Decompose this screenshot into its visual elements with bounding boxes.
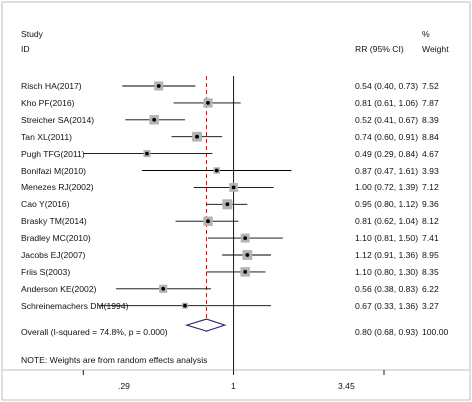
study-weight: 7.12 xyxy=(422,182,439,193)
study-ci: 1.10 (0.80, 1.30) xyxy=(355,266,419,277)
study-label: Jacobs EJ(2007) xyxy=(21,250,86,260)
header-id: ID xyxy=(21,44,30,54)
study-ci: 0.56 (0.38, 0.83) xyxy=(355,283,419,294)
study-weight: 3.27 xyxy=(422,300,439,311)
study-label: Schreinemachers DM(1994) xyxy=(21,300,129,311)
point-estimate xyxy=(214,168,219,173)
study-label: Streicher SA(2014) xyxy=(21,114,95,125)
study-weight: 4.67 xyxy=(422,148,439,159)
note-text: NOTE: Weights are from random effects an… xyxy=(21,355,208,365)
study-weight: 9.36 xyxy=(422,199,439,210)
study-label: Risch HA(2017) xyxy=(21,81,82,91)
study-weight: 7.41 xyxy=(422,233,439,244)
x-tick-label: 3.45 xyxy=(338,381,355,391)
point-estimate xyxy=(183,303,187,308)
study-weight: 8.95 xyxy=(422,250,439,260)
study-weight: 8.35 xyxy=(422,266,439,277)
study-ci: 0.74 (0.60, 0.91) xyxy=(355,131,419,142)
study-weight: 3.93 xyxy=(422,165,439,176)
x-tick-label: 1 xyxy=(231,381,236,391)
overall-weight: 100.00 xyxy=(422,327,449,337)
study-ci: 0.52 (0.41, 0.67) xyxy=(355,114,419,125)
study-ci: 1.10 (0.81, 1.50) xyxy=(355,233,419,244)
study-ci: 0.81 (0.62, 1.04) xyxy=(355,216,419,227)
study-weight: 6.22 xyxy=(422,283,439,294)
point-estimate xyxy=(161,286,166,291)
study-ci: 0.87 (0.47, 1.61) xyxy=(355,165,419,176)
header-rr: RR (95% CI) xyxy=(355,44,404,54)
study-label: Anderson KE(2002) xyxy=(21,283,97,294)
study-weight: 7.52 xyxy=(422,81,439,91)
study-label: Bradley MC(2010) xyxy=(21,233,91,244)
point-estimate xyxy=(206,219,210,224)
study-label: Tan XL(2011) xyxy=(21,131,72,142)
header-study: Study xyxy=(21,29,43,39)
study-ci: 0.67 (0.33, 1.36) xyxy=(355,300,419,311)
study-label: Menezes RJ(2002) xyxy=(21,182,94,193)
header-percent: % xyxy=(422,29,430,39)
study-ci: 0.81 (0.61, 1.06) xyxy=(355,97,419,108)
point-estimate xyxy=(145,151,149,156)
point-estimate xyxy=(243,270,248,274)
overall-ci: 0.80 (0.68, 0.93) xyxy=(355,327,419,337)
point-estimate xyxy=(195,134,199,139)
header-weight: Weight xyxy=(422,44,449,54)
study-label: Bonifazi M(2010) xyxy=(21,165,86,176)
point-estimate xyxy=(231,185,236,190)
study-label: Kho PF(2016) xyxy=(21,97,75,108)
point-estimate xyxy=(243,236,248,241)
overall-diamond xyxy=(184,318,227,332)
point-estimate xyxy=(152,117,157,122)
study-ci: 0.95 (0.80, 1.12) xyxy=(355,199,419,210)
study-weight: 8.84 xyxy=(422,131,439,142)
study-label: Cao Y(2016) xyxy=(21,199,70,210)
study-label: Friis S(2003) xyxy=(21,266,71,277)
study-weight: 8.39 xyxy=(422,114,439,125)
study-ci: 1.12 (0.91, 1.36) xyxy=(355,250,419,260)
x-tick-label: .29 xyxy=(118,381,130,391)
study-weight: 8.12 xyxy=(422,216,439,227)
study-ci: 1.00 (0.72, 1.39) xyxy=(355,182,419,193)
point-estimate xyxy=(245,253,250,257)
overall-label: Overall (I-squared = 74.8%, p = 0.000) xyxy=(21,327,168,337)
study-ci: 0.54 (0.40, 0.73) xyxy=(355,81,419,91)
study-weight: 7.87 xyxy=(422,97,439,108)
point-estimate xyxy=(225,202,230,207)
point-estimate xyxy=(156,84,161,88)
study-label: Pugh TFG(2011) xyxy=(21,148,85,159)
study-label: Brasky TM(2014) xyxy=(21,216,87,227)
point-estimate xyxy=(206,101,210,105)
study-ci: 0.49 (0.29, 0.84) xyxy=(355,148,419,159)
